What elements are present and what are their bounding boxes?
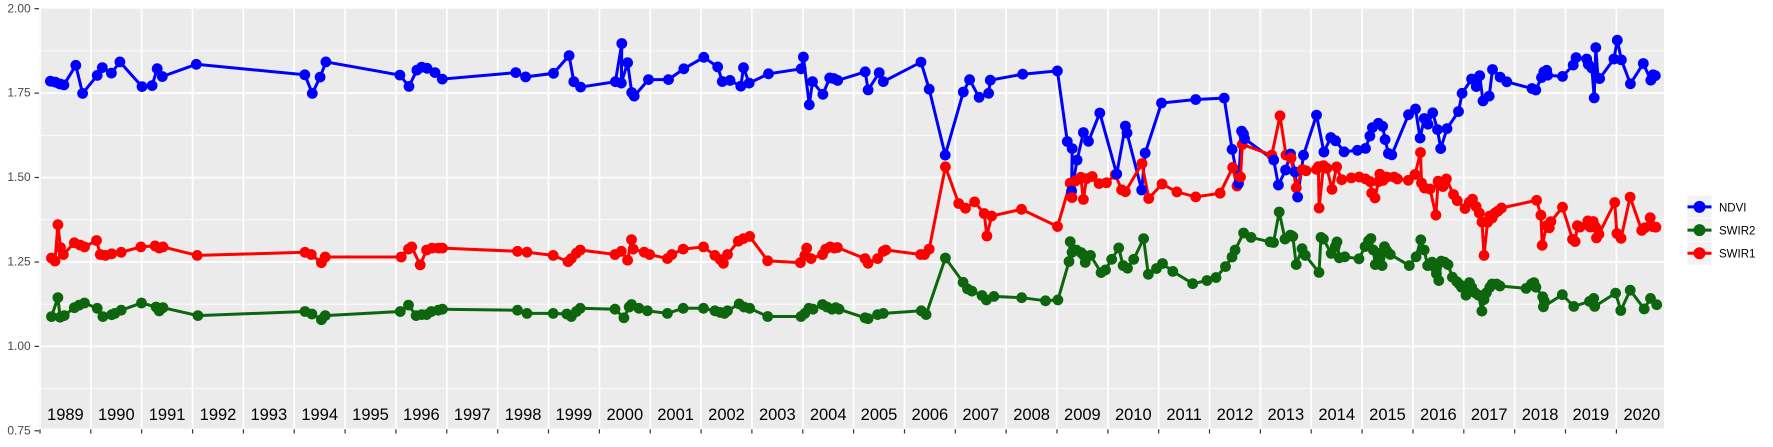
svg-text:SWIR2: SWIR2 bbox=[1719, 226, 1755, 238]
svg-text:2008: 2008 bbox=[1013, 406, 1050, 424]
svg-text:2007: 2007 bbox=[962, 406, 999, 424]
svg-text:2.00: 2.00 bbox=[7, 1, 31, 15]
svg-text:1992: 1992 bbox=[200, 406, 237, 424]
svg-text:1991: 1991 bbox=[149, 406, 186, 424]
svg-text:1990: 1990 bbox=[98, 406, 135, 424]
svg-text:1997: 1997 bbox=[454, 406, 491, 424]
svg-text:1.00: 1.00 bbox=[7, 339, 31, 353]
svg-text:2012: 2012 bbox=[1217, 406, 1254, 424]
svg-text:1995: 1995 bbox=[352, 406, 389, 424]
svg-text:2011: 2011 bbox=[1166, 406, 1201, 424]
svg-text:2000: 2000 bbox=[606, 406, 643, 424]
svg-text:2015: 2015 bbox=[1369, 406, 1406, 424]
svg-text:2002: 2002 bbox=[708, 406, 745, 424]
svg-text:1999: 1999 bbox=[556, 406, 593, 424]
svg-text:2009: 2009 bbox=[1064, 406, 1101, 424]
svg-text:2001: 2001 bbox=[657, 406, 694, 424]
svg-text:2018: 2018 bbox=[1522, 406, 1559, 424]
svg-text:NDVI: NDVI bbox=[1719, 202, 1746, 214]
svg-text:1994: 1994 bbox=[301, 406, 338, 424]
svg-text:2003: 2003 bbox=[759, 406, 796, 424]
svg-text:1998: 1998 bbox=[505, 406, 542, 424]
svg-text:2020: 2020 bbox=[1623, 406, 1660, 424]
svg-text:0.75: 0.75 bbox=[7, 423, 31, 437]
svg-text:2006: 2006 bbox=[912, 406, 949, 424]
svg-text:2004: 2004 bbox=[810, 406, 847, 424]
svg-text:SWIR1: SWIR1 bbox=[1719, 249, 1755, 261]
svg-text:1.25: 1.25 bbox=[7, 255, 31, 269]
svg-text:1996: 1996 bbox=[403, 406, 440, 424]
svg-text:2005: 2005 bbox=[861, 406, 898, 424]
svg-text:2016: 2016 bbox=[1420, 406, 1457, 424]
svg-text:1989: 1989 bbox=[47, 406, 84, 424]
svg-text:2010: 2010 bbox=[1115, 406, 1152, 424]
svg-text:1.75: 1.75 bbox=[7, 86, 31, 100]
svg-text:2013: 2013 bbox=[1267, 406, 1304, 424]
svg-text:1993: 1993 bbox=[250, 406, 287, 424]
svg-text:2019: 2019 bbox=[1573, 406, 1610, 424]
svg-text:1.50: 1.50 bbox=[7, 170, 31, 184]
svg-text:2014: 2014 bbox=[1318, 406, 1355, 424]
svg-text:2017: 2017 bbox=[1471, 406, 1508, 424]
